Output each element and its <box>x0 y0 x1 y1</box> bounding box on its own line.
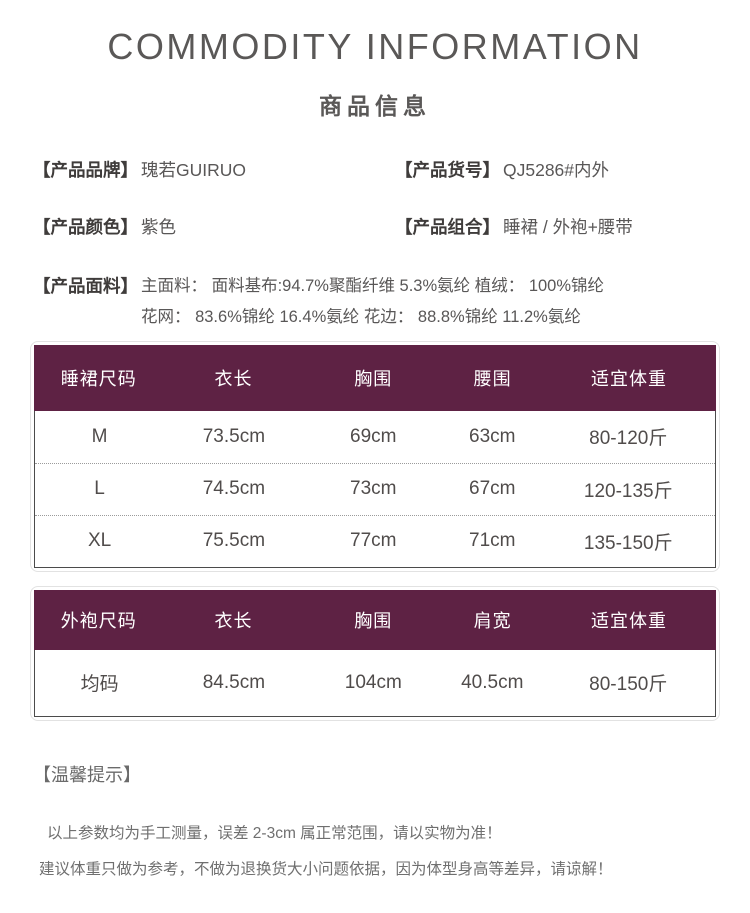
robe-size-table: 外袍尺码 衣长 胸围 肩宽 适宜体重 均码 84.5cm 104cm 40.5c… <box>30 585 720 721</box>
warm-tips-label: 【温馨提示】 <box>33 764 141 785</box>
length-cell: 84.5cm <box>202 671 266 693</box>
product-color: 【产品颜色】 紫色 <box>33 214 395 239</box>
bust-cell: 73cm <box>350 478 397 500</box>
header-cell: 睡裙尺码 <box>60 368 137 389</box>
robe-table-body: 均码 84.5cm 104cm 40.5cm 80-150斤 <box>34 649 716 717</box>
product-brand-value: 瑰若GUIRUO <box>141 159 246 180</box>
weight-cell: 80-150斤 <box>589 674 668 696</box>
header-cell: 胸围 <box>354 610 393 631</box>
table-row: L 74.5cm 73cm 67cm 120-135斤 <box>35 462 715 515</box>
product-item-no: 【产品货号】 QJ5286#内外 <box>395 157 609 182</box>
size-cell: M <box>91 425 108 447</box>
product-brand: 【产品品牌】 瑰若GUIRUO <box>33 157 395 182</box>
fabric-line-2: 花网： 83.6%锦纶 16.4%氨纶 花边： 88.8%锦纶 11.2%氨纶 <box>141 307 581 326</box>
header-cell: 衣长 <box>214 610 253 631</box>
header-cell: 肩宽 <box>473 610 512 631</box>
warm-tips-line-2: 建议体重只做为参考，不做为退换货大小问题依据，因为体型身高等差异，请谅解！ <box>39 860 613 878</box>
waist-cell: 71cm <box>469 530 516 552</box>
bust-cell: 104cm <box>344 671 402 693</box>
warm-tips-line-1: 以上参数均为手工测量，误差 2-3cm 属正常范围，请以实物为准！ <box>47 824 502 842</box>
bust-cell: 77cm <box>350 530 397 552</box>
page-header: COMMODITY INFORMATION 商品信息 <box>0 28 750 121</box>
fabric-line-1: 主面料： 面料基布:94.7%聚酯纤维 5.3%氨纶 植绒： 100%锦纶 <box>141 276 605 295</box>
product-color-label: 【产品颜色】 <box>33 216 138 237</box>
header-cell: 胸围 <box>354 368 393 389</box>
nightdress-table-header: 睡裙尺码 衣长 胸围 腰围 适宜体重 <box>34 344 716 411</box>
header-cell: 腰围 <box>473 368 512 389</box>
product-combo: 【产品组合】 睡裙 / 外袍+腰带 <box>395 214 633 239</box>
length-cell: 74.5cm <box>202 478 266 500</box>
product-item-no-label: 【产品货号】 <box>395 159 500 180</box>
table-row: M 73.5cm 69cm 63cm 80-120斤 <box>35 411 715 463</box>
product-color-value: 紫色 <box>141 216 176 237</box>
table-row: 均码 84.5cm 104cm 40.5cm 80-150斤 <box>35 650 715 716</box>
nightdress-table-body: M 73.5cm 69cm 63cm 80-120斤 L 74.5cm 73cm… <box>34 410 716 568</box>
info-row-1: 【产品品牌】 瑰若GUIRUO 【产品货号】 QJ5286#内外 <box>0 157 750 182</box>
info-row-2: 【产品颜色】 紫色 【产品组合】 睡裙 / 外袍+腰带 <box>0 214 750 239</box>
product-item-no-value: QJ5286#内外 <box>503 159 610 180</box>
nightdress-size-table: 睡裙尺码 衣长 胸围 腰围 适宜体重 M 73.5cm 69cm 63cm 80… <box>30 340 720 572</box>
product-brand-label: 【产品品牌】 <box>33 159 138 180</box>
waist-cell: 63cm <box>469 425 516 447</box>
warm-tips-section: 【温馨提示】 以上参数均为手工测量，误差 2-3cm 属正常范围，请以实物为准！… <box>0 761 750 879</box>
size-cell: L <box>94 478 105 500</box>
length-cell: 73.5cm <box>202 425 266 447</box>
product-combo-label: 【产品组合】 <box>395 216 500 237</box>
weight-cell: 80-120斤 <box>589 428 668 450</box>
product-fabric-value: 主面料： 面料基布:94.7%聚酯纤维 5.3%氨纶 植绒： 100%锦纶 花网… <box>141 271 604 333</box>
table-row: XL 75.5cm 77cm 71cm 135-150斤 <box>35 514 715 567</box>
product-info-section: 【产品品牌】 瑰若GUIRUO 【产品货号】 QJ5286#内外 【产品颜色】 … <box>0 157 750 333</box>
shoulder-cell: 40.5cm <box>461 671 524 693</box>
page-title: COMMODITY INFORMATION <box>107 26 643 67</box>
weight-cell: 135-150斤 <box>583 532 673 554</box>
page-subtitle: 商品信息 <box>319 92 431 119</box>
size-cell: XL <box>87 530 112 552</box>
weight-cell: 120-135斤 <box>583 480 673 502</box>
robe-table-header: 外袍尺码 衣长 胸围 肩宽 适宜体重 <box>34 589 716 650</box>
product-fabric: 【产品面料】 主面料： 面料基布:94.7%聚酯纤维 5.3%氨纶 植绒： 10… <box>0 271 750 333</box>
header-cell: 衣长 <box>214 368 253 389</box>
waist-cell: 67cm <box>469 478 516 500</box>
header-cell: 适宜体重 <box>591 610 667 631</box>
size-cell: 均码 <box>80 674 119 696</box>
length-cell: 75.5cm <box>202 530 266 552</box>
bust-cell: 69cm <box>350 425 397 447</box>
header-cell: 外袍尺码 <box>60 610 137 631</box>
product-combo-value: 睡裙 / 外袍+腰带 <box>503 216 633 237</box>
product-fabric-label: 【产品面料】 <box>33 275 138 296</box>
header-cell: 适宜体重 <box>591 368 667 389</box>
